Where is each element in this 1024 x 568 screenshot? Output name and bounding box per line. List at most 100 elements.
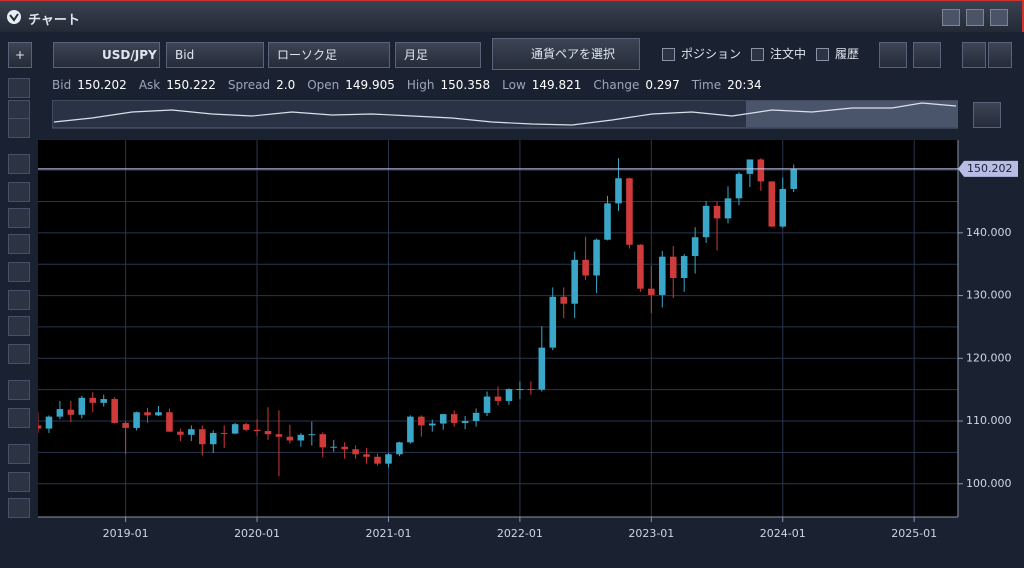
check-label: 履歴 bbox=[835, 47, 860, 61]
quote-value: 149.905 bbox=[345, 78, 395, 92]
candle-body bbox=[396, 442, 403, 455]
select-pair-button[interactable]: 通貨ペアを選択 bbox=[492, 38, 640, 70]
candle-body bbox=[593, 239, 600, 276]
candle-body bbox=[67, 409, 75, 415]
y-tick-label: 130.000 bbox=[966, 289, 1012, 302]
candle-body bbox=[407, 416, 414, 443]
checkbox[interactable] bbox=[816, 48, 830, 61]
filter-check[interactable]: 注文中 bbox=[751, 47, 806, 61]
period-select[interactable]: 月足 bbox=[395, 42, 481, 68]
quote-label: Time bbox=[691, 78, 722, 92]
current-price-tag bbox=[958, 160, 1018, 177]
draw-tool[interactable] bbox=[8, 316, 30, 336]
draw-tool[interactable] bbox=[8, 208, 30, 228]
y-tick-label: 100.000 bbox=[966, 477, 1012, 490]
candle-body bbox=[209, 432, 217, 445]
filter-check[interactable]: ポジション bbox=[662, 47, 741, 61]
candle-body bbox=[691, 237, 699, 257]
current-price-label: 150.202 bbox=[967, 162, 1013, 175]
candle-body bbox=[100, 399, 107, 403]
settings-button[interactable] bbox=[962, 42, 986, 68]
candle-body bbox=[144, 412, 151, 416]
draw-tool[interactable] bbox=[8, 380, 30, 400]
candle-body bbox=[122, 422, 129, 428]
zoom-button[interactable] bbox=[973, 102, 1001, 128]
quote-label: Low bbox=[502, 78, 526, 92]
app-icon bbox=[7, 10, 21, 24]
quote-label: Spread bbox=[227, 78, 271, 92]
draw-tool[interactable] bbox=[8, 262, 30, 282]
checkbox[interactable] bbox=[662, 48, 675, 61]
filter-check[interactable]: 履歴 bbox=[816, 47, 859, 61]
y-tick-label: 120.000 bbox=[966, 351, 1012, 364]
add-button[interactable]: + bbox=[8, 42, 32, 68]
candle-body bbox=[571, 259, 578, 304]
candle-body bbox=[746, 159, 754, 174]
draw-tool[interactable] bbox=[8, 408, 30, 428]
x-tick-label: 2025-01 bbox=[891, 527, 937, 540]
x-tick-label: 2023-01 bbox=[628, 527, 674, 540]
maximize-button[interactable] bbox=[966, 9, 984, 26]
checkbox[interactable] bbox=[751, 48, 765, 61]
candle-body bbox=[363, 454, 370, 457]
candle-body bbox=[461, 421, 469, 423]
candle-body bbox=[330, 446, 337, 448]
draw-tool[interactable] bbox=[8, 344, 30, 364]
candle-body bbox=[637, 244, 644, 289]
quote-value: 20:34 bbox=[727, 78, 762, 92]
list-tool[interactable] bbox=[8, 472, 30, 492]
candle-body bbox=[516, 389, 524, 391]
candle-body bbox=[38, 425, 42, 429]
candle-body bbox=[111, 399, 118, 423]
candle-body bbox=[439, 414, 447, 424]
candle-body bbox=[735, 173, 743, 199]
price-side-select[interactable]: Bid bbox=[166, 42, 264, 68]
candle-body bbox=[615, 178, 622, 204]
quote-label: Bid bbox=[52, 78, 72, 92]
y-tick-label: 110.000 bbox=[966, 414, 1012, 427]
tool-button[interactable] bbox=[913, 42, 941, 68]
draw-tool[interactable] bbox=[8, 154, 30, 174]
candle-body bbox=[669, 256, 677, 279]
cursor-tool[interactable] bbox=[8, 78, 30, 98]
candle-body bbox=[177, 431, 184, 435]
candle-body bbox=[56, 409, 64, 417]
quote-value: 2.0 bbox=[276, 78, 296, 92]
candle-body bbox=[155, 412, 162, 416]
candle-body bbox=[626, 178, 633, 245]
draw-tool[interactable] bbox=[8, 290, 30, 310]
chart-style-select[interactable]: ローソク足 bbox=[268, 42, 390, 68]
x-tick-label: 2022-01 bbox=[497, 527, 543, 540]
candle-body bbox=[768, 181, 776, 227]
draw-tool[interactable] bbox=[8, 234, 30, 254]
candle-body bbox=[385, 454, 392, 464]
quote-label: Change bbox=[593, 78, 640, 92]
candle-body bbox=[220, 432, 228, 434]
candle-body bbox=[790, 168, 797, 189]
candle-body bbox=[779, 188, 787, 227]
quote-bar: Bid 150.202 Ask 150.222 Spread 2.0 Open 149.905… bbox=[52, 78, 774, 92]
candle-body bbox=[757, 159, 765, 182]
candle-body bbox=[286, 436, 294, 441]
y-tick-label: 140.000 bbox=[966, 226, 1012, 239]
candle-body bbox=[724, 198, 732, 219]
draw-tool[interactable] bbox=[8, 182, 30, 202]
popout-button[interactable] bbox=[988, 42, 1012, 68]
candle-body bbox=[483, 396, 491, 413]
navigator[interactable] bbox=[52, 100, 958, 130]
download-tool[interactable] bbox=[8, 444, 30, 464]
x-tick-label: 2020-01 bbox=[234, 527, 280, 540]
tool-button[interactable] bbox=[879, 42, 907, 68]
pair-button[interactable]: USD/JPY bbox=[53, 42, 160, 68]
check-label: 注文中 bbox=[770, 47, 807, 61]
minimize-button[interactable] bbox=[942, 9, 960, 26]
quote-label: Ask bbox=[138, 78, 161, 92]
camera-tool[interactable] bbox=[8, 498, 30, 518]
hand-tool[interactable] bbox=[8, 118, 30, 138]
quote-value: 0.297 bbox=[645, 78, 680, 92]
quote-value: 150.202 bbox=[77, 78, 127, 92]
candle-body bbox=[450, 414, 458, 423]
close-button[interactable] bbox=[990, 9, 1008, 26]
